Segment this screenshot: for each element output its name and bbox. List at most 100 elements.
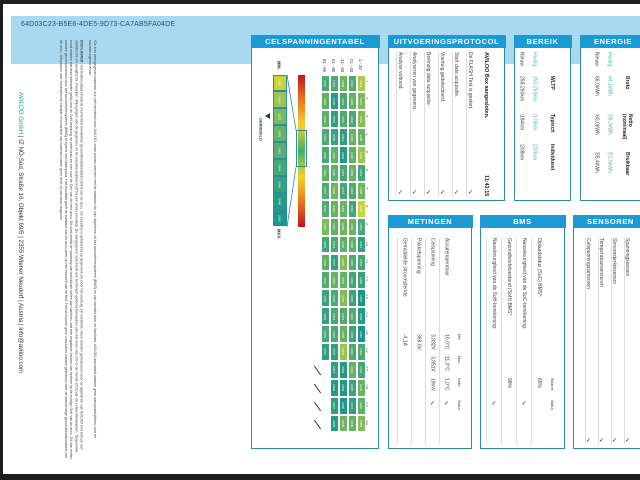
protocol-item: Beëindig data acquisitie. ✓ [424,52,438,196]
bms-row: Nauwkeurigheid van de SoH-berekening: ✓ [486,238,501,444]
measurements-header-row: Min. Max. Delta Status [453,238,465,444]
column-number: 7 [363,186,369,190]
panel-title: CELSPANNINGENTABEL [250,34,380,48]
energy-header: Netto (nominaal) [621,114,633,140]
column-number: 6 [363,169,369,172]
measurements-label: Celspanning [429,238,436,266]
energy-row-label: Huidig: [606,52,613,68]
cell-voltage: 3.838 [356,181,366,200]
cell-voltage: 3.840 [320,92,330,111]
check-icon: ✓ [585,437,591,444]
column-number: 16 [363,348,369,354]
report-page: 64D03C23-B5E6-4DE5-9D73-CA7AB5FA04DE *De… [3,4,640,474]
measurements-row: Accutemperatuur 10,0°C 11,0°C 1,0°C ✓ [439,238,453,444]
measurements-row: Celspanning 3,832V 3,851V 19mV ✓ [425,238,439,444]
panel-title: BEREIK [513,34,572,48]
bms-header-row: Waarde Status [546,238,558,444]
panel-title: SENSOREN [572,214,640,228]
cell-voltage: 3.847 [320,343,330,361]
cell-voltage: 3.851 [356,325,366,343]
measurements-value: 11,0°C [443,356,450,371]
check-icon: ✓ [429,400,435,407]
protocol-item-label: Beëindig data acquisitie. [425,52,431,107]
empty-cell-slash [313,401,321,411]
scale-value: 3.851 [272,209,287,227]
scale-value: 3.844 [272,158,287,176]
cell-voltage: 3.844 [347,271,357,290]
sensor-row: Temperatuursensoren ✓ [598,238,611,444]
protocol-list: AVILOO Box aangesloten. 11:43:15 De FLASH… [393,52,500,196]
scale-connector-lines [286,74,296,227]
bms-header: Waarde [550,378,554,391]
bms-label: Oplaadstatus (SoC) BMS*: [536,238,542,298]
range-row-label: Nieuw: [518,52,525,68]
row-range-label: 61 - 80 [331,58,336,72]
cell-voltage: 3.836 [338,253,348,272]
company-address: | IZ NÖ-Süd, Straße 16, Objekt 69/5 | 23… [17,134,24,374]
empty-cell-slash [313,383,321,394]
cell-voltage: 3.851 [356,289,366,308]
cell-voltage: 3.843 [338,92,348,111]
cell-voltage: 3.840 [356,396,366,415]
cell-voltage: 3.838 [338,74,348,93]
energy-panel: ENERGIE Bruto Netto (nominaal) Bruikbaar Hu… [579,34,640,201]
bms-value: 98% [506,378,512,389]
protocol-item: Voertuig gedetecteerd. ✓ [438,52,452,196]
sensor-label: Celspanningssensoren [585,238,591,289]
cell-voltage: 3.850 [338,396,348,415]
cell-voltage: 3.839 [347,414,357,433]
bms-row: Oplaadstatus (SoC) BMS*: 65% [531,238,546,444]
column-number: 10 [363,240,369,246]
measurements-header: Min. [457,334,461,341]
range-value: 208km [518,144,525,184]
column-number: 2 [363,97,369,100]
check-icon: ✓ [411,189,417,196]
cell-voltage: 3.843 [329,289,339,308]
range-row: Nieuw: 258-260km 184km 208km [515,52,528,196]
measurements-value: 369,0V [415,334,422,350]
bms-label: Nauwkeurigheid van de SoH-berekening: [491,238,497,330]
scale-value: 3.849 [272,192,287,210]
measurements-row: Pakketspanning 369,0V [411,238,425,444]
cell-voltage: 3.838 [338,217,348,236]
protocol-item: Analyseren van gegevens. ✓ [410,52,424,196]
check-icon: ✓ [598,437,604,444]
cell-voltage: 3.847 [329,360,339,379]
cell-voltage: 3.844 [338,164,348,182]
cell-voltage: 3.843 [320,128,330,147]
sensor-label: Spanningssensor [624,238,630,277]
scale-value: 3.841 [272,142,287,159]
measurements-label: Accutemperatuur [443,238,450,277]
row-range-label: 1 - 20 [358,58,363,70]
measurements-value: 3,851V [429,356,436,372]
cell-voltage: 3.842 [320,181,330,200]
measurements-label: Gemiddelde stroomsterkte [401,238,408,297]
bms-panel: BMS Waarde Status Oplaadstatus (SoC) BMS*:… [479,214,566,449]
check-icon: ✓ [425,189,431,196]
cell-voltage: 3.843 [347,74,357,93]
cell-voltage: 3.840 [338,235,348,254]
cell-voltage: 3.837 [356,92,366,111]
cell-voltage: 3.845 [320,289,330,308]
cell-voltage: 3.845 [347,378,357,397]
cell-voltage: 3.842 [347,307,357,326]
footer: AVILOO GmbH | IZ NÖ-Süd, Straße 16, Obje… [17,92,24,422]
color-gradient-bar [297,74,305,227]
energy-header: Bruto [624,76,630,90]
range-value: 179km [531,114,538,144]
cell-voltage: 3.839 [347,92,357,111]
range-value: 258-260km [518,76,525,102]
range-value: 203km [531,144,538,184]
protocol-item-label: Voertuig gedetecteerd. [439,52,445,103]
measurements-label: Pakketspanning [415,238,422,274]
column-number: 3 [363,115,369,118]
panel-title: METINGEN [387,214,473,228]
cell-voltage: 3.844 [356,360,366,379]
panel-title: BMS [479,214,566,228]
column-number: 1 [363,79,369,83]
cell-voltage: 3.832 [356,199,366,218]
cell-voltage: 3.840 [320,253,330,272]
cell-voltage: 3.836 [356,110,366,129]
check-icon: ✓ [439,189,445,196]
energy-value: 55,4kWh [593,152,600,192]
